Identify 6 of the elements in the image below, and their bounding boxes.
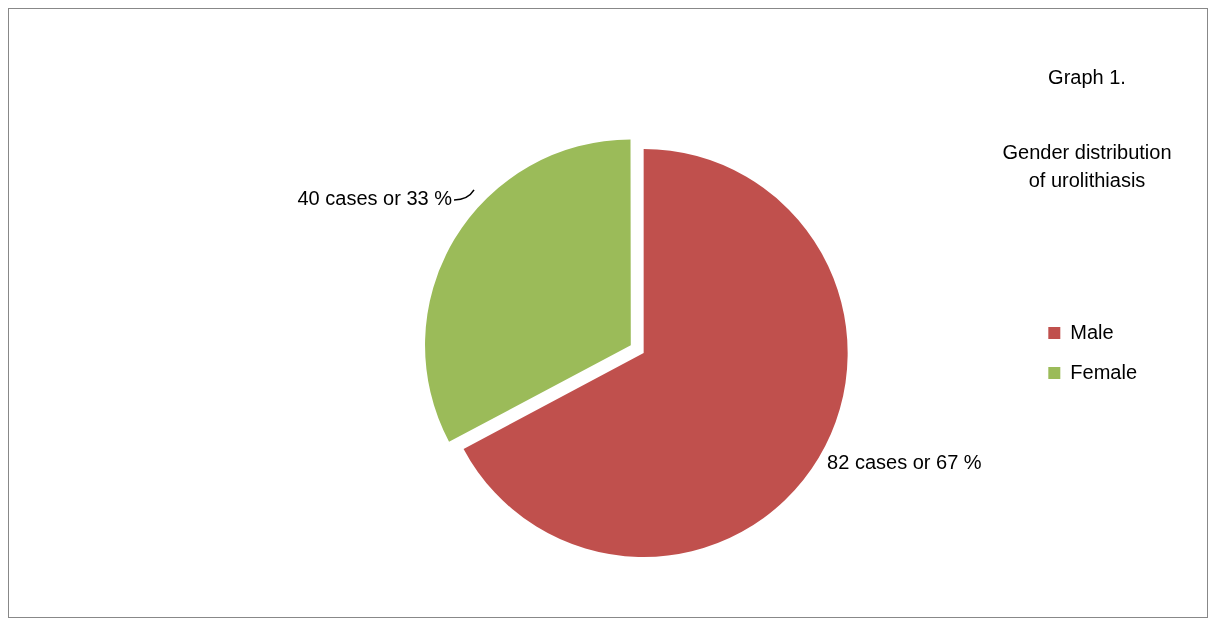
data-label: 82 cases or 67 % [827,450,982,473]
chart-title: Graph 1. [1048,66,1126,88]
legend-label: Female [1070,360,1138,383]
text: Gender distribution of urolithiasis [1002,141,1172,191]
legend-label: Male [1070,320,1114,343]
data-label: 40 cases or 33 % [297,187,453,210]
